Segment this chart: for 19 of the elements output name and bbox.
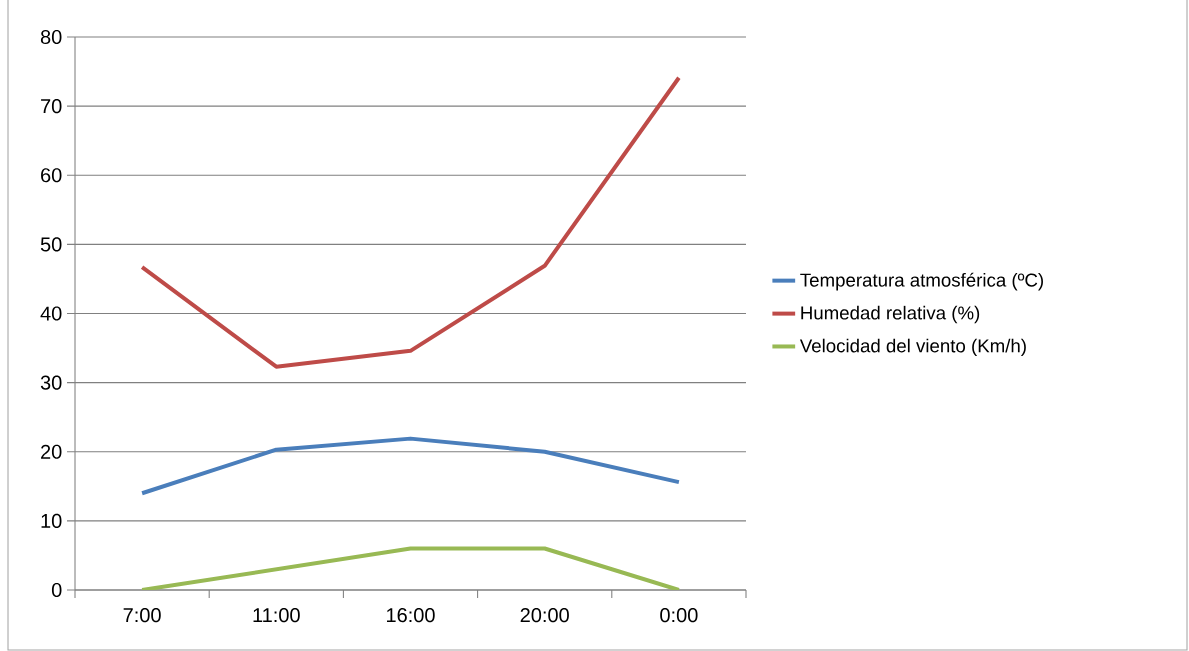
- line-series: [140, 436, 681, 496]
- y-tick-label: 10: [41, 513, 62, 528]
- x-tick-label: 7:00: [123, 608, 161, 623]
- y-tick-label: 60: [41, 168, 62, 183]
- y-tick-label: 0: [51, 582, 62, 598]
- y-tick-label: 80: [40, 29, 62, 45]
- y-tick-label: 40: [40, 306, 62, 321]
- x-tick-label: 16:00: [387, 608, 435, 623]
- y-tick-label: 20: [41, 444, 62, 459]
- legend-label: Humedad relativa (%): [801, 305, 980, 324]
- y-tick-label: 30: [40, 375, 62, 390]
- y-tick-label: 50: [40, 237, 62, 252]
- y-tick-label: 70: [41, 99, 62, 114]
- legend-label: Velocidad del viento (Km/h): [799, 338, 1026, 357]
- x-tick-label: 0:00: [660, 608, 698, 623]
- x-tick-label: 20:00: [520, 608, 569, 623]
- x-tick-label: 11:00: [253, 608, 300, 623]
- legend-label: Temperatura atmosférica (ºC): [800, 272, 1043, 291]
- line-series: [140, 75, 681, 369]
